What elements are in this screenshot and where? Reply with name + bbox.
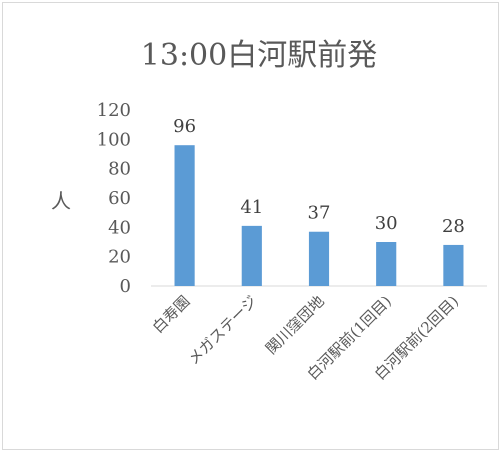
- category-label: 関川窪団地: [262, 292, 328, 358]
- data-label: 37: [308, 203, 331, 224]
- bar: [241, 225, 262, 286]
- chart-title: 13:00白河駅前発: [141, 38, 377, 73]
- data-label: 41: [240, 197, 263, 218]
- data-label: 96: [173, 116, 196, 137]
- y-tick-label: 20: [108, 247, 131, 268]
- bars: [174, 145, 464, 286]
- y-tick-label: 100: [97, 129, 131, 150]
- data-label: 28: [442, 216, 465, 237]
- category-label: メガステージ: [184, 292, 260, 368]
- y-axis-ticks: 0 20 40 60 80 100 120: [97, 100, 131, 297]
- bar: [376, 242, 397, 286]
- y-tick-label: 40: [108, 217, 131, 238]
- y-tick-label: 80: [108, 159, 131, 180]
- data-labels: 96 41 37 30 28: [173, 116, 465, 237]
- y-tick-label: 0: [120, 276, 131, 297]
- bar: [174, 145, 195, 286]
- bar: [443, 244, 464, 286]
- y-axis-label: 人: [51, 189, 71, 213]
- category-label: 白寿園: [149, 292, 194, 337]
- y-tick-label: 120: [97, 100, 131, 121]
- bar: [308, 231, 330, 286]
- y-tick-label: 60: [108, 188, 131, 209]
- data-label: 30: [375, 213, 398, 234]
